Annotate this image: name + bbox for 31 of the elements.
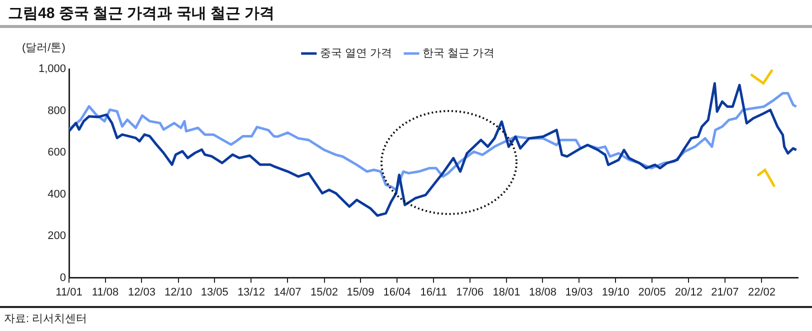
y-tick-label: 0 xyxy=(60,272,66,284)
x-tick-label: 19/03 xyxy=(565,286,593,298)
x-tick-label: 11/08 xyxy=(92,286,119,298)
x-tick-label: 14/07 xyxy=(274,286,302,298)
x-tick-label: 22/02 xyxy=(748,286,776,298)
x-tick-label: 15/09 xyxy=(346,286,374,298)
x-tick-label: 12/03 xyxy=(128,286,156,298)
x-tick-label: 18/01 xyxy=(492,286,520,298)
x-tick-label: 16/04 xyxy=(383,286,411,298)
chart-title: 그림48 중국 철근 가격과 국내 철근 가격 xyxy=(8,4,275,23)
legend-label: 한국 철근 가격 xyxy=(422,48,495,60)
x-tick-label: 15/02 xyxy=(310,286,338,298)
text: 자료: 리서치센터 xyxy=(4,312,88,326)
y-tick-label: 400 xyxy=(48,188,66,200)
legend-label: 중국 열연 가격 xyxy=(320,48,392,60)
x-tick-label: 20/12 xyxy=(674,286,702,298)
x-tick-label: 13/05 xyxy=(200,286,228,298)
x-tick-label: 13/12 xyxy=(237,286,265,298)
y-tick-label: 200 xyxy=(48,230,66,242)
x-tick-label: 18/08 xyxy=(528,286,557,298)
x-tick-label: 17/06 xyxy=(456,286,484,298)
y-tick-label: 600 xyxy=(48,146,66,159)
y-tick-label: 800 xyxy=(48,104,66,117)
y-axis-title: (달러/톤) xyxy=(22,41,66,55)
x-tick-label: 20/05 xyxy=(638,286,666,298)
y-tick-label: 1,000 xyxy=(38,63,66,76)
x-tick-label: 16/11 xyxy=(420,286,447,298)
x-tick-label: 21/07 xyxy=(711,286,739,298)
x-tick-label: 11/01 xyxy=(56,286,82,298)
x-tick-label: 19/10 xyxy=(602,286,630,298)
x-tick-label: 12/10 xyxy=(164,286,192,298)
